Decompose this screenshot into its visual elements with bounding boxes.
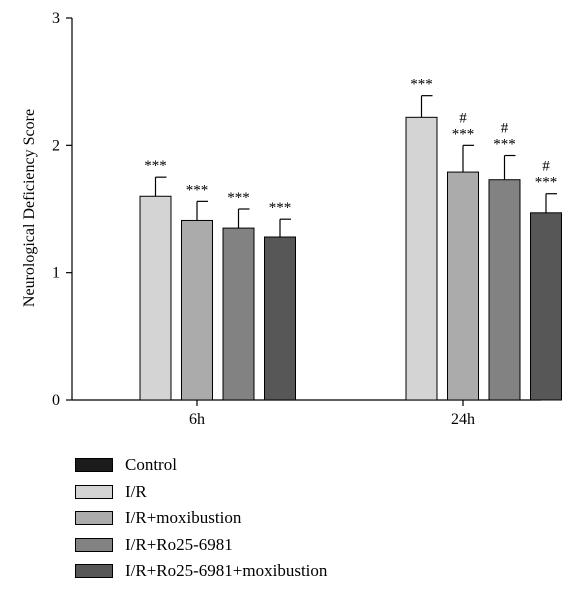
legend-label: I/R+Ro25-6981 [125, 534, 233, 554]
bar [488, 179, 521, 401]
bar [405, 116, 438, 401]
bars: ************#******#******# [139, 77, 562, 401]
significance-label: *** [186, 182, 209, 198]
significance-label: *** [535, 175, 558, 191]
significance-label: *** [493, 137, 516, 153]
legend-label: I/R+moxibustion [125, 508, 242, 528]
legend-label: I/R+Ro25-6981+moxibustion [125, 561, 328, 581]
x-tick-label: 24h [451, 411, 475, 428]
legend-swatch [75, 564, 113, 579]
bar [139, 195, 172, 401]
legend-swatch [75, 511, 113, 526]
legend-swatch [75, 458, 113, 473]
legend-swatch [75, 537, 113, 552]
legend-item: Control [75, 452, 327, 479]
bar [530, 212, 562, 401]
significance-label: # [459, 110, 467, 126]
legend-item: I/R [75, 479, 327, 506]
legend-swatch [75, 484, 113, 499]
significance-label: *** [227, 190, 250, 206]
y-axis-label: Neurological Deficiency Score [21, 109, 38, 307]
significance-label: # [542, 159, 550, 175]
legend-item: I/R+moxibustion [75, 505, 327, 532]
legend-label: I/R [125, 481, 147, 501]
legend-item: I/R+Ro25-6981 [75, 532, 327, 559]
y-tick-label: 3 [52, 10, 60, 27]
y-tick-label: 0 [52, 392, 60, 409]
significance-label: *** [144, 158, 167, 174]
legend: Control I/R I/R+moxibustion I/R+Ro25-6981 I/… [75, 452, 327, 585]
y-tick-label: 1 [52, 265, 60, 282]
bar [222, 227, 255, 401]
significance-label: # [501, 121, 509, 137]
significance-label: *** [269, 200, 292, 216]
bar [181, 219, 213, 401]
significance-label: *** [452, 126, 475, 142]
bar [264, 236, 296, 401]
y-tick-label: 2 [52, 137, 60, 154]
legend-label: Control [125, 455, 177, 475]
x-tick-label: 6h [189, 411, 205, 428]
legend-item: I/R+Ro25-6981+moxibustion [75, 558, 327, 585]
bar [447, 171, 479, 401]
significance-label: *** [410, 77, 433, 93]
